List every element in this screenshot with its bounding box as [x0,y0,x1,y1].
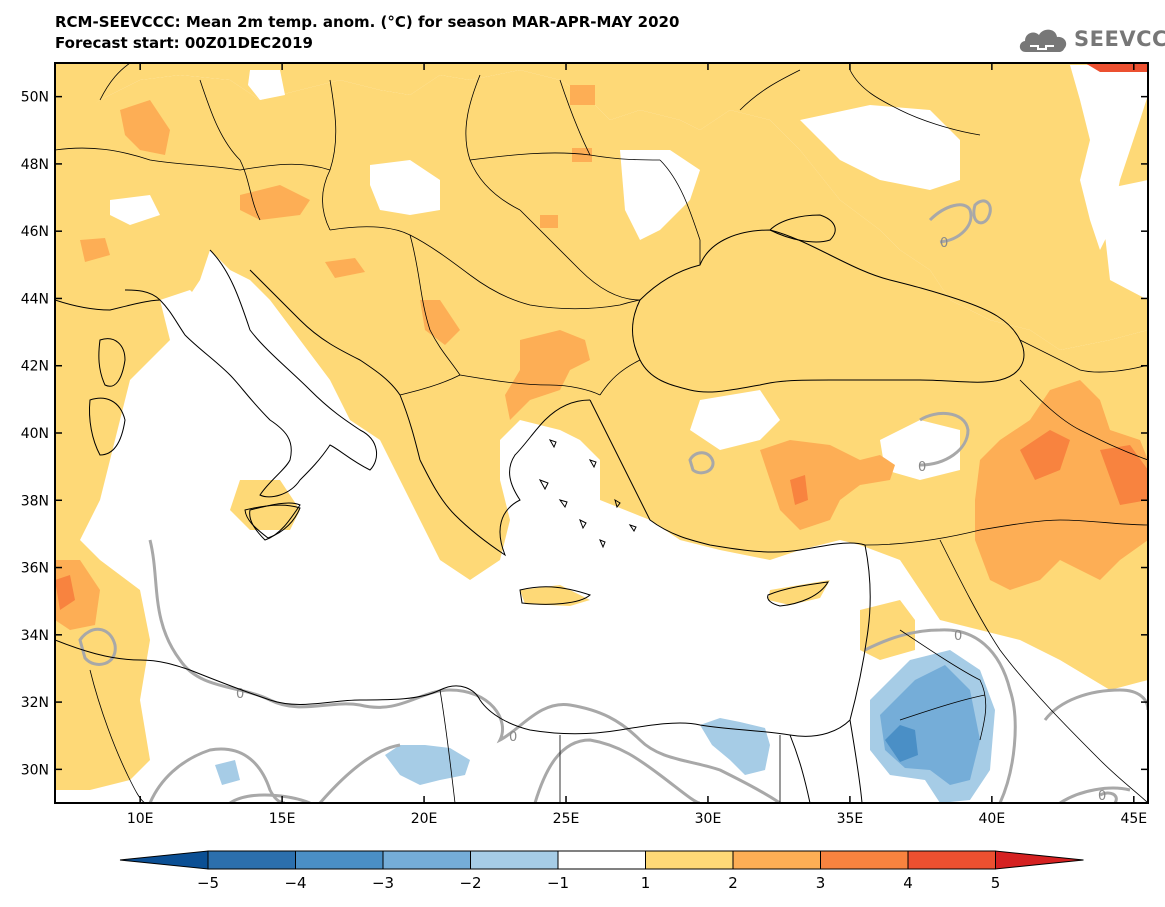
lat-tick-label: 36N [21,561,49,577]
anomaly-shading-4-5 [1085,63,1148,72]
colorbar-segment [732,850,821,870]
lat-tick-label: 30N [21,762,49,778]
colorbar-label: −4 [284,874,306,892]
lat-tick-label: 40N [21,426,49,442]
lon-tick-label: 35E [837,811,864,827]
lat-tick-label: 50N [21,90,49,106]
contour-label: 0 [954,629,962,644]
contour-label: 0 [940,236,948,251]
colorbar-label: −1 [547,874,569,892]
lat-tick-label: 46N [21,224,49,240]
colorbar-segment [907,850,996,870]
contour-label: 0 [1098,789,1106,804]
longitude-axis: 10E 15E 20E 25E 30E 35E 40E 45E [127,63,1147,827]
colorbar: −5 −4 −3 −2 −1 1 2 3 4 5 [119,850,1084,892]
lon-tick-label: 15E [269,811,296,827]
colorbar-label: 2 [728,874,738,892]
lat-tick-label: 44N [21,291,49,307]
colorbar-label: 1 [641,874,651,892]
lon-tick-label: 25E [553,811,580,827]
colorbar-segment [207,850,296,870]
colorbar-segment [470,850,559,870]
forecast-start-label: Forecast start: 00Z01DEC2019 [55,34,313,52]
colorbar-label: 4 [903,874,913,892]
cloud-icon [1019,29,1067,52]
lat-tick-label: 48N [21,157,49,173]
contour-label: 0 [918,460,926,475]
anomaly-shading-3-4 [55,430,1148,610]
coastlines [55,214,1025,803]
anomaly-shading-2-3 [55,85,1148,630]
map-title: RCM-SEEVCCC: Mean 2m temp. anom. (°C) fo… [55,13,680,31]
lat-tick-label: 32N [21,695,49,711]
lat-tick-label: 38N [21,493,49,509]
colorbar-label: 5 [991,874,1001,892]
latitude-axis: 50N 48N 46N 44N 42N 40N 38N 36N 34N 32N 30N [21,90,1148,778]
lat-tick-label: 34N [21,628,49,644]
colorbar-label: −5 [197,874,219,892]
lon-tick-label: 10E [127,811,154,827]
anomaly-shading-minus3-minus4 [885,725,918,762]
colorbar-segment [645,850,734,870]
colorbar-label: −3 [372,874,394,892]
colorbar-segment [820,850,909,870]
logo-text: SEEVCCC [1074,27,1165,51]
colorbar-arrow-high [995,850,1084,870]
contour-label: 0 [509,730,517,745]
lat-tick-label: 42N [21,359,49,375]
anomaly-shading-neutral [110,65,1148,480]
zero-contours [78,199,1148,803]
contour-labels: 0 0 0 0 0 0 [236,236,1106,804]
colorbar-label: −2 [459,874,481,892]
lon-tick-label: 30E [695,811,722,827]
colorbar-label: 3 [816,874,826,892]
contour-label: 0 [236,687,244,702]
lon-tick-label: 45E [1120,811,1147,827]
lon-tick-label: 40E [979,811,1006,827]
colorbar-segment [557,850,646,870]
seevccc-logo: SEEVCCC [1016,24,1165,56]
colorbar-arrow-low [119,850,209,870]
colorbar-segment [382,850,471,870]
colorbar-segment [295,850,384,870]
lon-tick-label: 20E [411,811,438,827]
